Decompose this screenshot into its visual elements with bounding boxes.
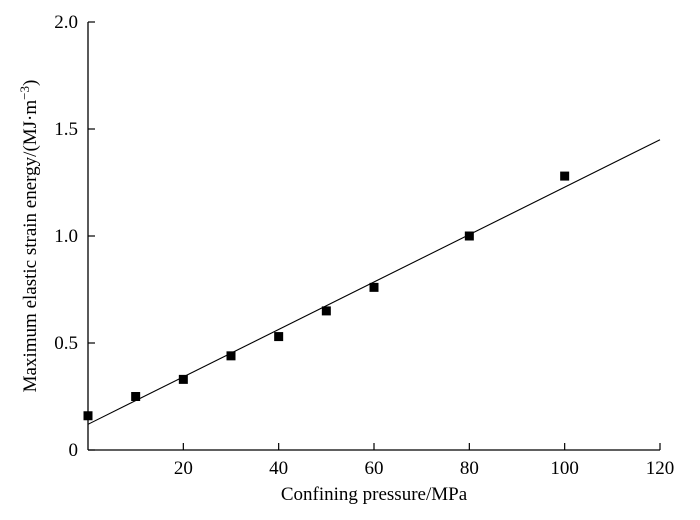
y-axis-label-close: ) — [20, 80, 41, 86]
data-point — [131, 392, 141, 401]
y-axis-label-superscript: −3 — [17, 86, 32, 100]
data-point — [274, 332, 284, 342]
y-tick-label: 0 — [69, 440, 79, 461]
data-point — [83, 411, 93, 421]
fit-line — [87, 139, 661, 425]
data-point — [560, 171, 570, 181]
y-axis-ticks: 0 0.5 1.0 1.5 2.0 — [54, 12, 95, 461]
y-axis-label: Maximum elastic strain energy/(MJ·m−3) — [17, 80, 41, 393]
y-axis-label-main: Maximum elastic strain energy/(MJ·m — [20, 100, 41, 393]
x-axis-ticks: 20 40 60 80 100 120 — [174, 443, 674, 479]
x-tick-label: 80 — [460, 458, 479, 479]
data-point — [226, 351, 236, 361]
y-tick-label: 2.0 — [54, 12, 78, 33]
data-point — [321, 306, 331, 316]
x-tick-label: 60 — [365, 458, 384, 479]
x-tick-label: 120 — [646, 458, 675, 479]
data-point — [178, 374, 188, 384]
x-axis-label: Confining pressure/MPa — [281, 484, 468, 505]
x-tick-label: 100 — [550, 458, 579, 479]
y-tick-label: 1.0 — [54, 226, 78, 247]
y-tick-label: 0.5 — [54, 333, 78, 354]
fit-line-group — [87, 139, 661, 425]
data-point — [464, 231, 474, 241]
x-tick-label: 40 — [269, 458, 288, 479]
data-points — [83, 171, 570, 421]
data-point — [369, 282, 379, 292]
y-tick-label: 1.5 — [54, 119, 78, 140]
x-tick-label: 20 — [174, 458, 193, 479]
axes — [87, 22, 660, 451]
